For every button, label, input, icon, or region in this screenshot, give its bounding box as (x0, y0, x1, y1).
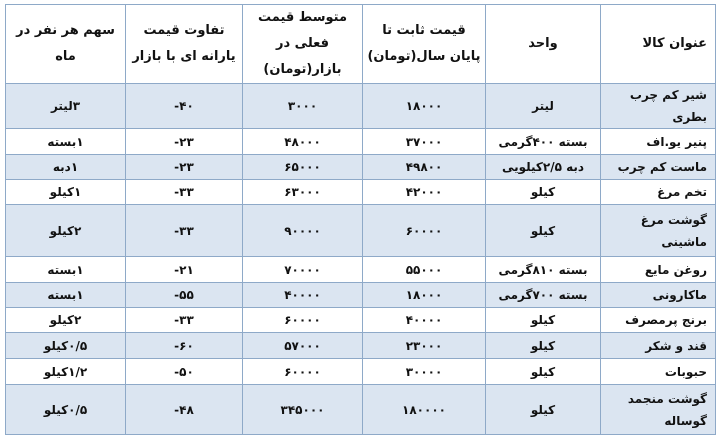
item-cell: روغن مایع (600, 256, 716, 283)
header-price-difference: تفاوت قیمت یارانه ای با بازار (125, 4, 243, 84)
table-row: شیر کم چرب بطری لیتر ۱۸۰۰۰ ۳۰۰۰ -۴۰ ۳لیتر (5, 83, 716, 129)
header-row: عنوان کالا واحد قیمت ثابت تا پایان سال(ت… (5, 4, 716, 84)
monthly-share-cell: ۰/۵کیلو (5, 332, 126, 359)
fixed-price-cell: ۱۸۰۰۰ (362, 282, 486, 308)
header-item: عنوان کالا (600, 4, 716, 84)
unit-cell: کیلو (485, 307, 601, 333)
price-difference-cell: -۵۰ (125, 358, 243, 385)
price-difference-cell: -۵۵ (125, 282, 243, 308)
table-row: ماست کم چرب دبه ۲/۵کیلویی ۴۹۸۰۰ ۶۵۰۰۰ -۲۳ ۱دب… (5, 154, 716, 180)
monthly-share-cell: ۲کیلو (5, 204, 126, 257)
unit-cell: کیلو (485, 358, 601, 385)
item-cell: قند و شکر (600, 332, 716, 359)
monthly-share-cell: ۰/۵کیلو (5, 384, 126, 435)
fixed-price-cell: ۶۰۰۰۰ (362, 204, 486, 257)
unit-cell: کیلو (485, 179, 601, 205)
table-row: گوشت منجمد گوساله کیلو ۱۸۰۰۰۰ ۳۴۵۰۰۰ -۴۸ ۰/۵ک… (5, 384, 716, 435)
fixed-price-cell: ۳۷۰۰۰ (362, 128, 486, 155)
monthly-share-cell: ۳لیتر (5, 83, 126, 129)
fixed-price-cell: ۲۳۰۰۰ (362, 332, 486, 359)
item-cell: گوشت مرغ ماشینی (600, 204, 716, 257)
market-price-cell: ۴۰۰۰۰ (242, 282, 363, 308)
item-cell: ماکارونی (600, 282, 716, 308)
monthly-share-cell: ۱بسته (5, 282, 126, 308)
item-cell: گوشت منجمد گوساله (600, 384, 716, 435)
fixed-price-cell: ۳۰۰۰۰ (362, 358, 486, 385)
monthly-share-cell: ۱بسته (5, 256, 126, 283)
monthly-share-cell: ۱کیلو (5, 179, 126, 205)
table-row: روغن مایع بسته ۸۱۰گرمی ۵۵۰۰۰ ۷۰۰۰۰ -۲۱ ۱بسته (5, 256, 716, 283)
item-cell: ماست کم چرب (600, 154, 716, 180)
market-price-cell: ۴۸۰۰۰ (242, 128, 363, 155)
table-row: ماکارونی بسته ۷۰۰گرمی ۱۸۰۰۰ ۴۰۰۰۰ -۵۵ ۱بسته (5, 282, 716, 308)
fixed-price-cell: ۱۸۰۰۰ (362, 83, 486, 129)
monthly-share-cell: ۱بسته (5, 128, 126, 155)
market-price-cell: ۶۰۰۰۰ (242, 358, 363, 385)
monthly-share-cell: ۱دبه (5, 154, 126, 180)
unit-cell: بسته ۴۰۰گرمی (485, 128, 601, 155)
price-difference-cell: -۲۳ (125, 128, 243, 155)
table-row: قند و شکر کیلو ۲۳۰۰۰ ۵۷۰۰۰ -۶۰ ۰/۵کیلو (5, 332, 716, 359)
fixed-price-cell: ۱۸۰۰۰۰ (362, 384, 486, 435)
monthly-share-cell: ۲کیلو (5, 307, 126, 333)
market-price-cell: ۶۰۰۰۰ (242, 307, 363, 333)
item-cell: حبوبات (600, 358, 716, 385)
market-price-cell: ۳۰۰۰ (242, 83, 363, 129)
table-row: گوشت مرغ ماشینی کیلو ۶۰۰۰۰ ۹۰۰۰۰ -۳۳ ۲کیلو (5, 204, 716, 257)
table-row: حبوبات کیلو ۳۰۰۰۰ ۶۰۰۰۰ -۵۰ ۱/۲کیلو (5, 358, 716, 385)
fixed-price-cell: ۴۰۰۰۰ (362, 307, 486, 333)
monthly-share-cell: ۱/۲کیلو (5, 358, 126, 385)
item-cell: پنیر یو.اف (600, 128, 716, 155)
header-fixed-price: قیمت ثابت تا پایان سال(تومان) (362, 4, 486, 84)
header-unit: واحد (485, 4, 601, 84)
table-row: پنیر یو.اف بسته ۴۰۰گرمی ۳۷۰۰۰ ۴۸۰۰۰ -۲۳ ۱بسته (5, 128, 716, 155)
unit-cell: کیلو (485, 332, 601, 359)
market-price-cell: ۳۴۵۰۰۰ (242, 384, 363, 435)
table-row: برنج پرمصرف کیلو ۴۰۰۰۰ ۶۰۰۰۰ -۳۳ ۲کیلو (5, 307, 716, 333)
price-difference-cell: -۴۸ (125, 384, 243, 435)
price-difference-cell: -۲۳ (125, 154, 243, 180)
item-cell: شیر کم چرب بطری (600, 83, 716, 129)
unit-cell: بسته ۷۰۰گرمی (485, 282, 601, 308)
market-price-cell: ۹۰۰۰۰ (242, 204, 363, 257)
fixed-price-cell: ۴۲۰۰۰ (362, 179, 486, 205)
unit-cell: کیلو (485, 204, 601, 257)
header-monthly-share: سهم هر نفر در ماه (5, 4, 126, 84)
unit-cell: دبه ۲/۵کیلویی (485, 154, 601, 180)
unit-cell: کیلو (485, 384, 601, 435)
price-difference-cell: -۲۱ (125, 256, 243, 283)
price-difference-cell: -۳۳ (125, 204, 243, 257)
price-difference-cell: -۳۳ (125, 307, 243, 333)
market-price-cell: ۶۵۰۰۰ (242, 154, 363, 180)
price-difference-cell: -۶۰ (125, 332, 243, 359)
subsidy-price-table: عنوان کالا واحد قیمت ثابت تا پایان سال(ت… (5, 4, 716, 435)
item-cell: تخم مرغ (600, 179, 716, 205)
market-price-cell: ۵۷۰۰۰ (242, 332, 363, 359)
market-price-cell: ۶۳۰۰۰ (242, 179, 363, 205)
fixed-price-cell: ۵۵۰۰۰ (362, 256, 486, 283)
price-difference-cell: -۴۰ (125, 83, 243, 129)
item-cell: برنج پرمصرف (600, 307, 716, 333)
unit-cell: لیتر (485, 83, 601, 129)
table-row: تخم مرغ کیلو ۴۲۰۰۰ ۶۳۰۰۰ -۳۳ ۱کیلو (5, 179, 716, 205)
unit-cell: بسته ۸۱۰گرمی (485, 256, 601, 283)
header-market-price: متوسط قیمت فعلی در بازار(تومان) (242, 4, 363, 84)
price-difference-cell: -۳۳ (125, 179, 243, 205)
fixed-price-cell: ۴۹۸۰۰ (362, 154, 486, 180)
market-price-cell: ۷۰۰۰۰ (242, 256, 363, 283)
